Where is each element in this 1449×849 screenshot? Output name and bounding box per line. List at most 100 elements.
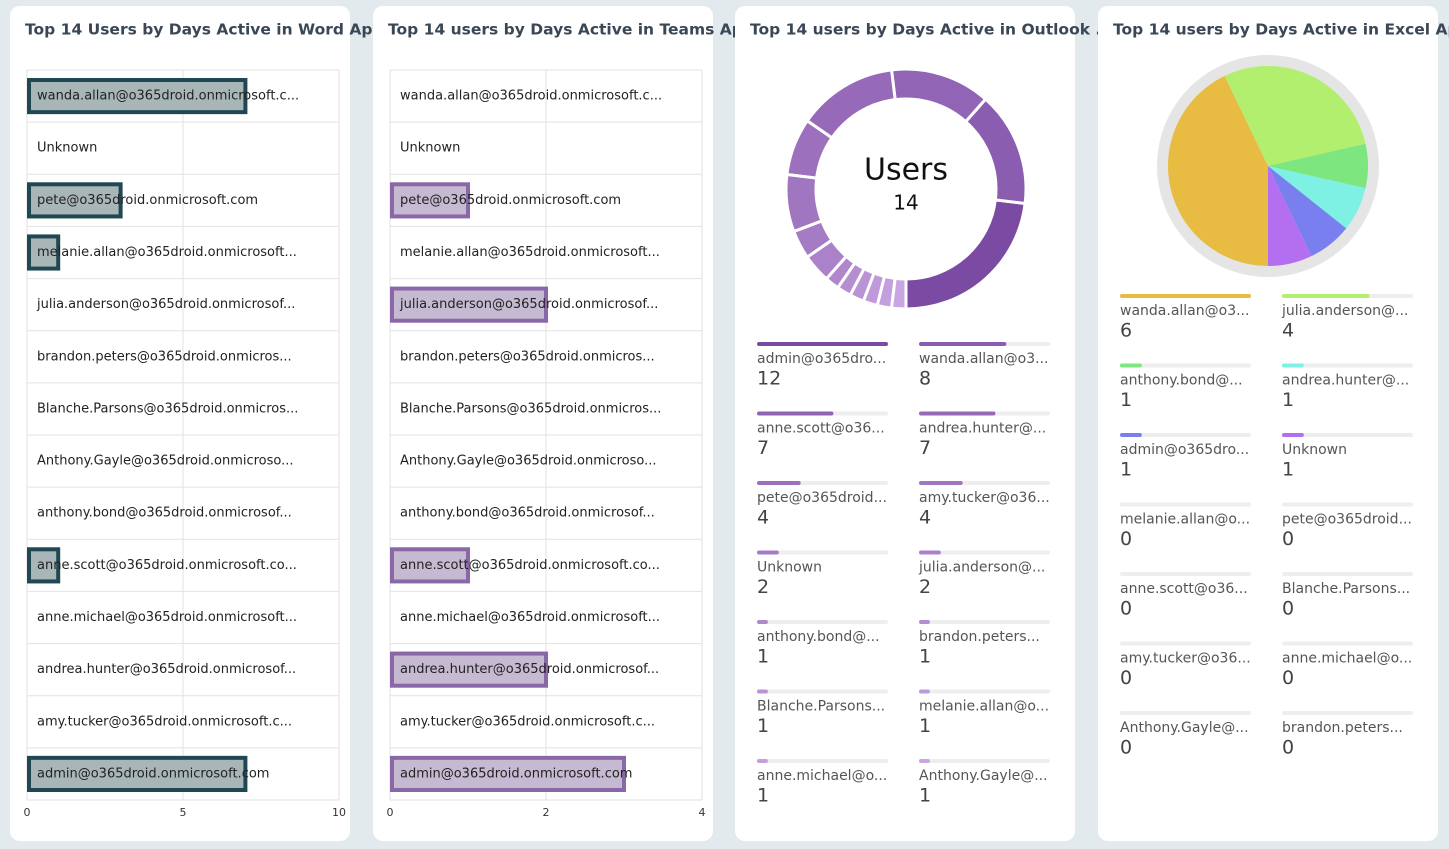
category-label: andrea.hunter@o365droid.onmicrosof... [400,662,659,677]
category-label: Anthony.Gayle@o365droid.onmicroso... [37,454,294,469]
category-label: anthony.bond@o365droid.onmicrosof... [37,506,292,521]
legend-label: melanie.allan@o... [1120,512,1250,528]
legend-value: 1 [919,785,931,807]
legend-label: andrea.hunter@... [919,421,1046,437]
legend-value: 1 [1282,389,1294,411]
legend-bar [1120,363,1142,368]
legend-bar [757,620,768,624]
legend-track [1282,363,1413,368]
legend-label: anne.michael@o... [1282,651,1412,667]
legend-bar [919,759,930,763]
legend-value: 7 [757,437,769,459]
legend-bar [757,759,768,763]
category-label: anthony.bond@o365droid.onmicrosof... [400,506,655,521]
legend-track [919,620,1050,624]
category-label: admin@o365droid.onmicrosoft.com [37,766,269,781]
bar [390,651,548,688]
legend-value: 7 [919,437,931,459]
category-label: pete@o365droid.onmicrosoft.com [37,193,258,208]
legend-value: 1 [757,715,769,737]
legend-track [1120,572,1251,576]
legend-bar [757,411,834,416]
legend-value: 1 [1282,459,1294,481]
legend-label: Unknown [757,560,822,576]
legend-track [1120,641,1251,646]
bar [27,234,61,271]
category-label: julia.anderson@o365droid.onmicrosof... [36,297,295,312]
legend-value: 2 [919,576,931,598]
bar [390,755,626,792]
pie-slice [1268,143,1368,189]
legend-label: wanda.allan@o3... [1120,303,1249,319]
legend-value: 0 [1282,598,1294,620]
legend-value: 0 [1282,737,1294,759]
category-label: anne.michael@o365droid.onmicrosoft... [400,610,660,625]
legend-value: 8 [919,368,931,390]
category-label: anne.scott@o365droid.onmicrosoft.co... [400,558,660,573]
chart-title: Top 14 users by Days Active in Teams App [388,21,754,39]
x-tick-label: 4 [699,806,706,819]
legend-bar [1282,294,1370,298]
legend-track [919,689,1050,694]
category-label: amy.tucker@o365droid.onmicrosoft.c... [37,714,292,729]
category-label: amy.tucker@o365droid.onmicrosoft.c... [400,714,655,729]
x-tick-label: 10 [332,806,346,819]
legend-bar [919,481,963,485]
chart-title: Top 14 Users by Days Active in Word App [25,21,384,39]
legend-label: amy.tucker@o36... [1120,651,1251,667]
legend-bar [919,689,930,694]
legend-track [1282,641,1413,646]
category-label: melanie.allan@o365droid.onmicrosoft... [400,245,660,260]
legend-value: 4 [757,507,769,529]
legend-label: pete@o365droid... [1282,512,1412,528]
x-tick-label: 5 [180,806,187,819]
legend-label: admin@o365dro... [757,351,886,367]
legend-label: anthony.bond@... [757,629,880,645]
legend-bar [1120,294,1251,298]
bar [27,182,123,219]
legend-value: 1 [1120,389,1132,411]
legend-track [1282,502,1413,507]
legend-value: 1 [757,785,769,807]
legend-value: 4 [1282,320,1294,342]
legend-label: admin@o365dro... [1120,442,1249,458]
legend-bar [919,620,930,624]
bar [390,547,470,584]
bar [27,78,248,115]
legend-value: 0 [1282,528,1294,550]
legend-value: 1 [919,715,931,737]
pie-slice [1268,166,1366,229]
legend-bar [757,550,779,555]
pie-slice [1268,166,1347,257]
legend-track [757,620,888,624]
category-label: Anthony.Gayle@o365droid.onmicroso... [400,454,657,469]
pie-slice [1268,166,1312,266]
category-label: wanda.allan@o365droid.onmicrosoft.c... [37,89,299,104]
category-label: Unknown [400,141,460,156]
legend-label: amy.tucker@o36... [919,490,1050,506]
legend-track [1282,711,1413,715]
legend-bar [1120,433,1142,437]
legend-bar [1282,433,1304,437]
legend-label: Blanche.Parsons... [757,699,885,715]
pie-slice [1224,66,1366,166]
legend-track [757,550,888,555]
bar [390,286,548,323]
legend-value: 6 [1120,320,1132,342]
legend-bar [757,481,801,485]
x-tick-label: 2 [543,806,550,819]
bar [390,182,470,219]
legend-track [757,689,888,694]
legend-track [1282,433,1413,437]
category-label: Blanche.Parsons@o365droid.onmicros... [37,401,298,416]
legend-value: 0 [1120,598,1132,620]
legend-label: pete@o365droid... [757,490,887,506]
pie-slice [1168,75,1268,267]
legend-label: Anthony.Gayle@... [1120,720,1249,736]
category-label: Unknown [37,141,97,156]
category-label: melanie.allan@o365droid.onmicrosoft... [37,245,297,260]
legend-label: wanda.allan@o3... [919,351,1048,367]
legend-bar [919,411,996,416]
legend-value: 4 [919,507,931,529]
